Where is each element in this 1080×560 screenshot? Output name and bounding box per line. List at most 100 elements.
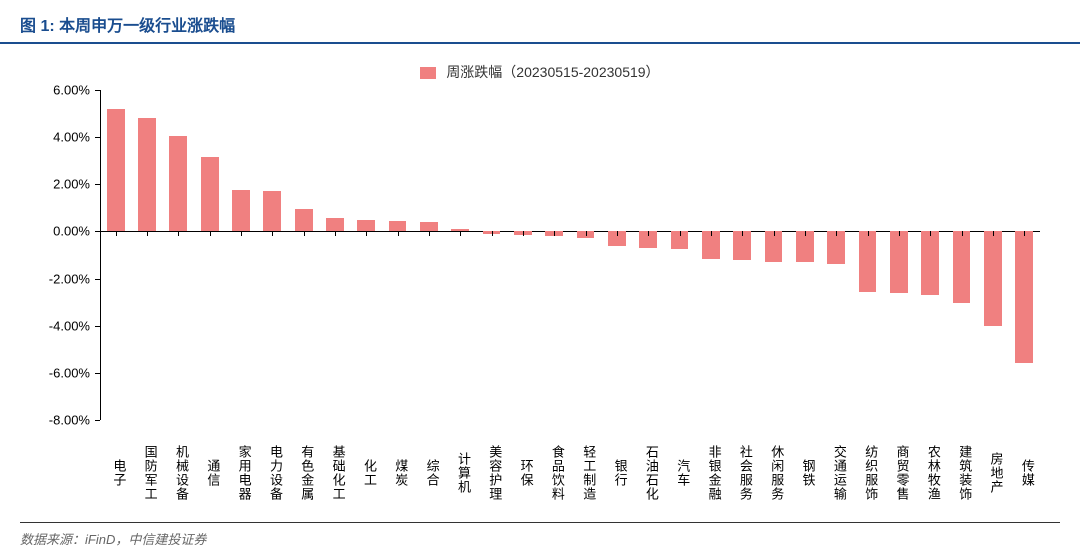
y-tick-label: 2.00%	[30, 177, 90, 192]
bar	[357, 220, 375, 232]
x-tick-mark	[742, 231, 743, 236]
x-axis-label: 电子	[103, 428, 128, 518]
bar-slot	[918, 90, 943, 420]
bar	[326, 218, 344, 231]
bar-slot	[510, 90, 535, 420]
x-axis-label: 非银金融	[698, 428, 723, 518]
bar-slot	[980, 90, 1005, 420]
x-axis-label: 国防军工	[134, 428, 159, 518]
x-axis-label: 房地产	[980, 428, 1005, 518]
x-tick-mark	[962, 231, 963, 236]
x-axis-label: 基础化工	[322, 428, 347, 518]
bar-slot	[667, 90, 692, 420]
bar-slot	[479, 90, 504, 420]
x-axis-label: 交通运输	[824, 428, 849, 518]
bar	[953, 231, 971, 303]
y-tick-label: -4.00%	[30, 318, 90, 333]
x-axis-label: 社会服务	[730, 428, 755, 518]
x-axis-label: 环保	[510, 428, 535, 518]
x-axis-label: 煤炭	[385, 428, 410, 518]
bar-slot	[260, 90, 285, 420]
x-axis-label: 有色金属	[291, 428, 316, 518]
bar	[389, 221, 407, 232]
y-tick-mark	[95, 420, 100, 421]
x-tick-mark	[210, 231, 211, 236]
x-tick-mark	[899, 231, 900, 236]
bar	[890, 231, 908, 292]
legend: 周涨跌幅（20230515-20230519）	[0, 44, 1080, 90]
x-tick-mark	[617, 231, 618, 236]
x-tick-mark	[1024, 231, 1025, 236]
y-tick-label: 4.00%	[30, 130, 90, 145]
bar-slot	[698, 90, 723, 420]
x-axis-label: 通信	[197, 428, 222, 518]
x-axis-label: 钢铁	[792, 428, 817, 518]
bar-slot	[322, 90, 347, 420]
bar-slot	[949, 90, 974, 420]
x-tick-mark	[774, 231, 775, 236]
bar-slot	[1012, 90, 1037, 420]
x-axis-label: 传媒	[1012, 428, 1037, 518]
y-tick-label: -2.00%	[30, 271, 90, 286]
bar	[107, 109, 125, 232]
chart-area: 6.00%4.00%2.00%0.00%-2.00%-4.00%-6.00%-8…	[100, 90, 1040, 420]
x-axis-label: 食品饮料	[542, 428, 567, 518]
y-tick-mark	[95, 231, 100, 232]
x-axis-label: 美容护理	[479, 428, 504, 518]
bars-container	[100, 90, 1040, 420]
x-axis-label: 汽车	[667, 428, 692, 518]
x-axis-label: 石油石化	[636, 428, 661, 518]
bar-slot	[604, 90, 629, 420]
bar-slot	[228, 90, 253, 420]
bar-slot	[792, 90, 817, 420]
bar-slot	[855, 90, 880, 420]
bar	[263, 191, 281, 231]
bar-slot	[354, 90, 379, 420]
chart-title: 图 1: 本周申万一级行业涨跌幅	[20, 12, 235, 36]
bar-slot	[636, 90, 661, 420]
legend-label: 周涨跌幅（20230515-20230519）	[446, 64, 659, 80]
x-tick-mark	[680, 231, 681, 236]
x-tick-mark	[335, 231, 336, 236]
x-tick-mark	[429, 231, 430, 236]
x-tick-mark	[304, 231, 305, 236]
bar-slot	[886, 90, 911, 420]
x-tick-mark	[805, 231, 806, 236]
bar-slot	[166, 90, 191, 420]
bar-slot	[134, 90, 159, 420]
x-tick-mark	[554, 231, 555, 236]
bar	[984, 231, 1002, 325]
bar-slot	[416, 90, 441, 420]
x-tick-mark	[868, 231, 869, 236]
x-tick-mark	[178, 231, 179, 236]
y-tick-mark	[95, 326, 100, 327]
bar-slot	[385, 90, 410, 420]
x-axis-label: 综合	[416, 428, 441, 518]
x-tick-mark	[711, 231, 712, 236]
source-label: 数据来源：iFinD，中信建投证券	[0, 523, 1080, 554]
x-axis-label: 纺织服饰	[855, 428, 880, 518]
x-axis-label: 建筑装饰	[949, 428, 974, 518]
bar-slot	[573, 90, 598, 420]
x-axis-label: 化工	[354, 428, 379, 518]
x-tick-mark	[147, 231, 148, 236]
y-tick-mark	[95, 90, 100, 91]
x-axis-label: 商贸零售	[886, 428, 911, 518]
x-axis-labels: 电子国防军工机械设备通信家用电器电力设备有色金属基础化工化工煤炭综合计算机美容护…	[100, 428, 1040, 518]
bar-slot	[542, 90, 567, 420]
x-axis-label: 银行	[604, 428, 629, 518]
x-tick-mark	[116, 231, 117, 236]
x-tick-mark	[460, 231, 461, 236]
x-tick-mark	[648, 231, 649, 236]
y-tick-mark	[95, 184, 100, 185]
x-axis-label: 轻工制造	[573, 428, 598, 518]
x-tick-mark	[523, 231, 524, 236]
x-tick-mark	[366, 231, 367, 236]
x-axis-label: 机械设备	[166, 428, 191, 518]
y-tick-label: 0.00%	[30, 224, 90, 239]
bar	[138, 118, 156, 231]
x-tick-mark	[398, 231, 399, 236]
x-axis-label: 家用电器	[228, 428, 253, 518]
bar-slot	[103, 90, 128, 420]
bar	[859, 231, 877, 291]
